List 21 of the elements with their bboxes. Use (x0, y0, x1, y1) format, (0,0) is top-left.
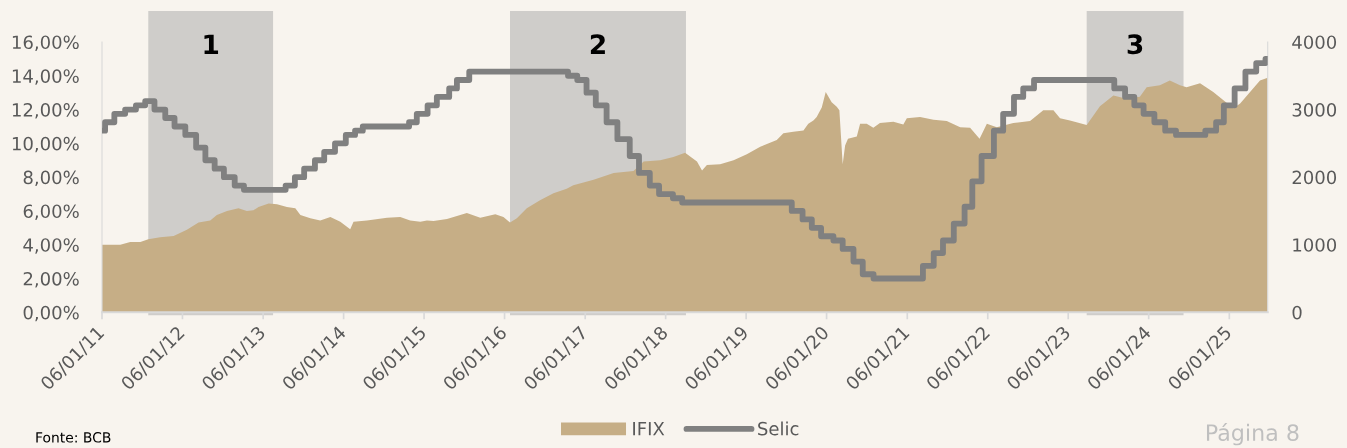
source-note: Fonte: BCB (36, 432, 111, 443)
y-tick-label: 14,00% (12, 69, 79, 85)
y-tick-label: 2,00% (23, 271, 79, 288)
y2-tick-label: 3000 (1292, 103, 1337, 117)
y2-tick-label: 2000 (1292, 170, 1337, 185)
band-label: 3 (1127, 34, 1143, 55)
y-tick-label: 8,00% (23, 170, 79, 187)
legend-label: IFIX (633, 422, 665, 436)
y-tick-label: 0,00% (23, 305, 79, 322)
band-label: 1 (204, 34, 219, 54)
y2-tick-label: 0 (1292, 305, 1302, 320)
y2-tick-label: 1000 (1293, 238, 1337, 252)
y-tick-label: 12,00% (12, 103, 79, 119)
y-tick-label: 10,00% (12, 136, 79, 153)
y-tick-label: 16,00% (12, 35, 79, 51)
text: Página 8 (1206, 422, 1299, 446)
band-label: 2 (590, 34, 605, 54)
y2-tick-label: 4000 (1292, 35, 1337, 50)
legend-label: Selic (758, 421, 799, 436)
y-tick-label: 4,00% (23, 238, 79, 254)
y-tick-label: 6,00% (23, 204, 79, 220)
